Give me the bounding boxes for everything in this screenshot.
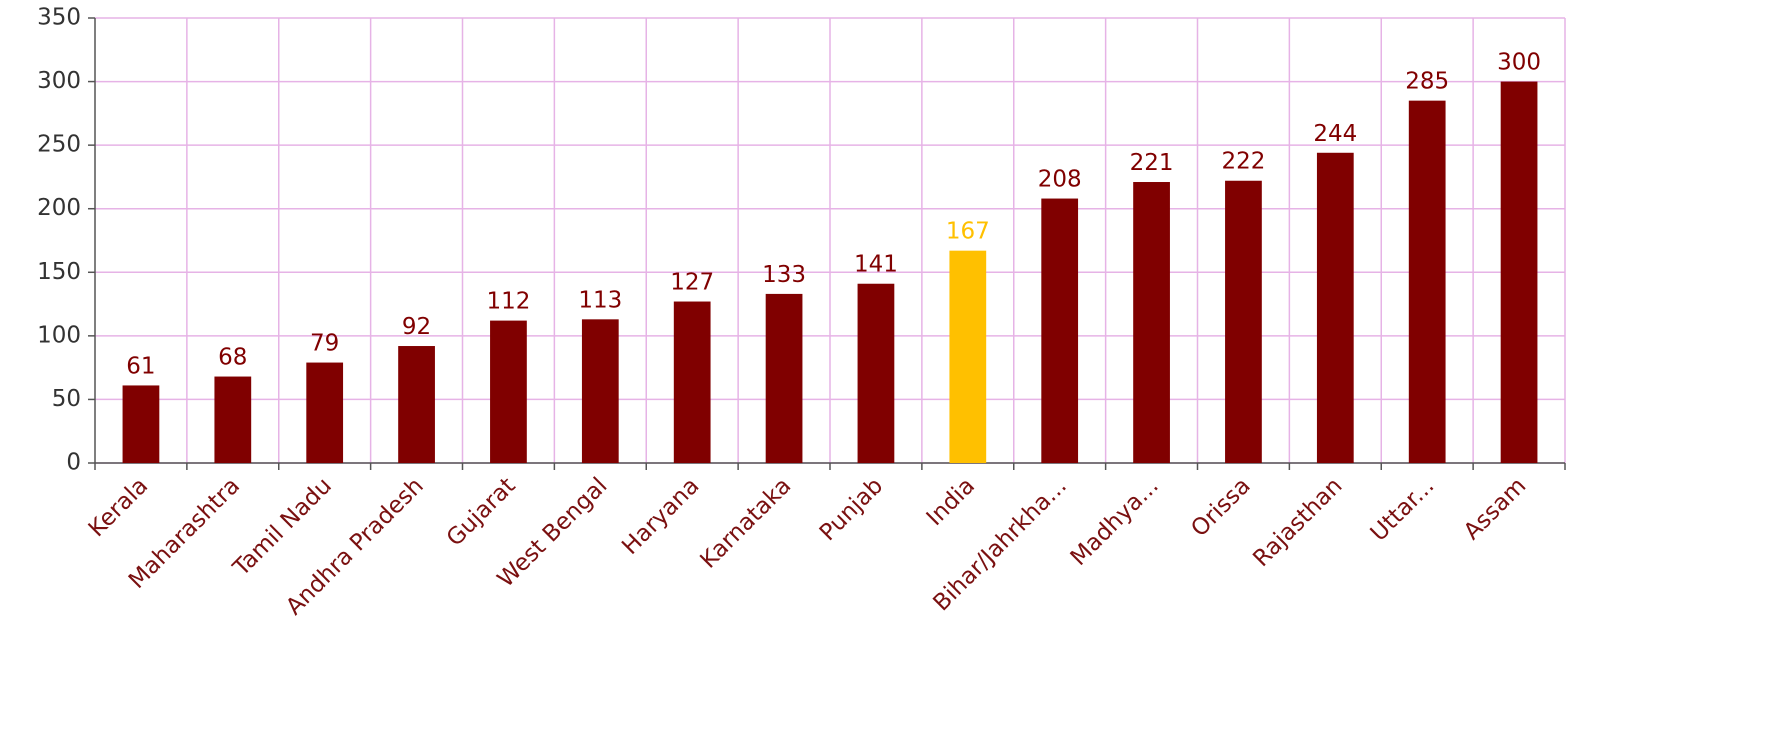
x-tick-label: India: [922, 473, 980, 531]
value-label: 285: [1405, 69, 1449, 95]
y-tick-label: 350: [37, 5, 81, 31]
value-label: 222: [1221, 149, 1265, 175]
value-label: 61: [126, 353, 155, 379]
bar: [490, 320, 527, 463]
bar: [581, 319, 619, 463]
bar: [857, 283, 895, 463]
y-tick-label: 250: [37, 132, 81, 158]
value-label: 244: [1313, 121, 1357, 147]
value-label: 68: [218, 345, 247, 371]
value-label: 208: [1038, 167, 1082, 193]
y-tick-label: 50: [52, 386, 81, 412]
x-tick-label: Orissa: [1186, 473, 1255, 542]
bar: [1225, 180, 1262, 463]
bar: [673, 301, 711, 463]
x-tick-label: Karnataka: [695, 473, 796, 574]
value-label: 221: [1130, 150, 1174, 176]
x-tick-label: Madhya...: [1066, 473, 1164, 571]
value-label: 113: [578, 287, 622, 313]
bar: [1408, 100, 1446, 464]
x-tick-label: Gujarat: [442, 473, 521, 552]
bar: [1041, 198, 1079, 464]
bar: [1316, 152, 1354, 463]
x-tick-label: Rajasthan: [1248, 473, 1347, 572]
y-tick-label: 100: [37, 322, 81, 348]
bar: [306, 362, 344, 463]
value-label: 141: [854, 252, 898, 278]
bar: [1133, 182, 1170, 463]
x-tick-label: Punjab: [815, 473, 888, 546]
x-tick-label: Uttar...: [1366, 473, 1440, 547]
value-label: 79: [310, 331, 339, 357]
value-label: 300: [1497, 50, 1541, 76]
value-label: 112: [486, 289, 530, 315]
y-tick-label: 200: [37, 195, 81, 221]
value-label: 133: [762, 262, 806, 288]
bar: [398, 346, 435, 463]
x-tick-label: Assam: [1459, 473, 1531, 545]
y-tick-label: 300: [37, 68, 81, 94]
bar: [122, 385, 160, 463]
bar: [765, 293, 803, 463]
x-tick-label: Kerala: [84, 473, 153, 542]
value-label: 167: [946, 219, 990, 245]
bar: [949, 250, 987, 463]
y-tick-label: 0: [66, 450, 81, 476]
bar: [214, 376, 252, 463]
value-label: 92: [402, 314, 431, 340]
x-tick-label: Haryana: [617, 473, 704, 560]
bar: [1500, 81, 1538, 464]
value-label: 127: [670, 270, 714, 296]
y-tick-label: 150: [37, 259, 81, 285]
